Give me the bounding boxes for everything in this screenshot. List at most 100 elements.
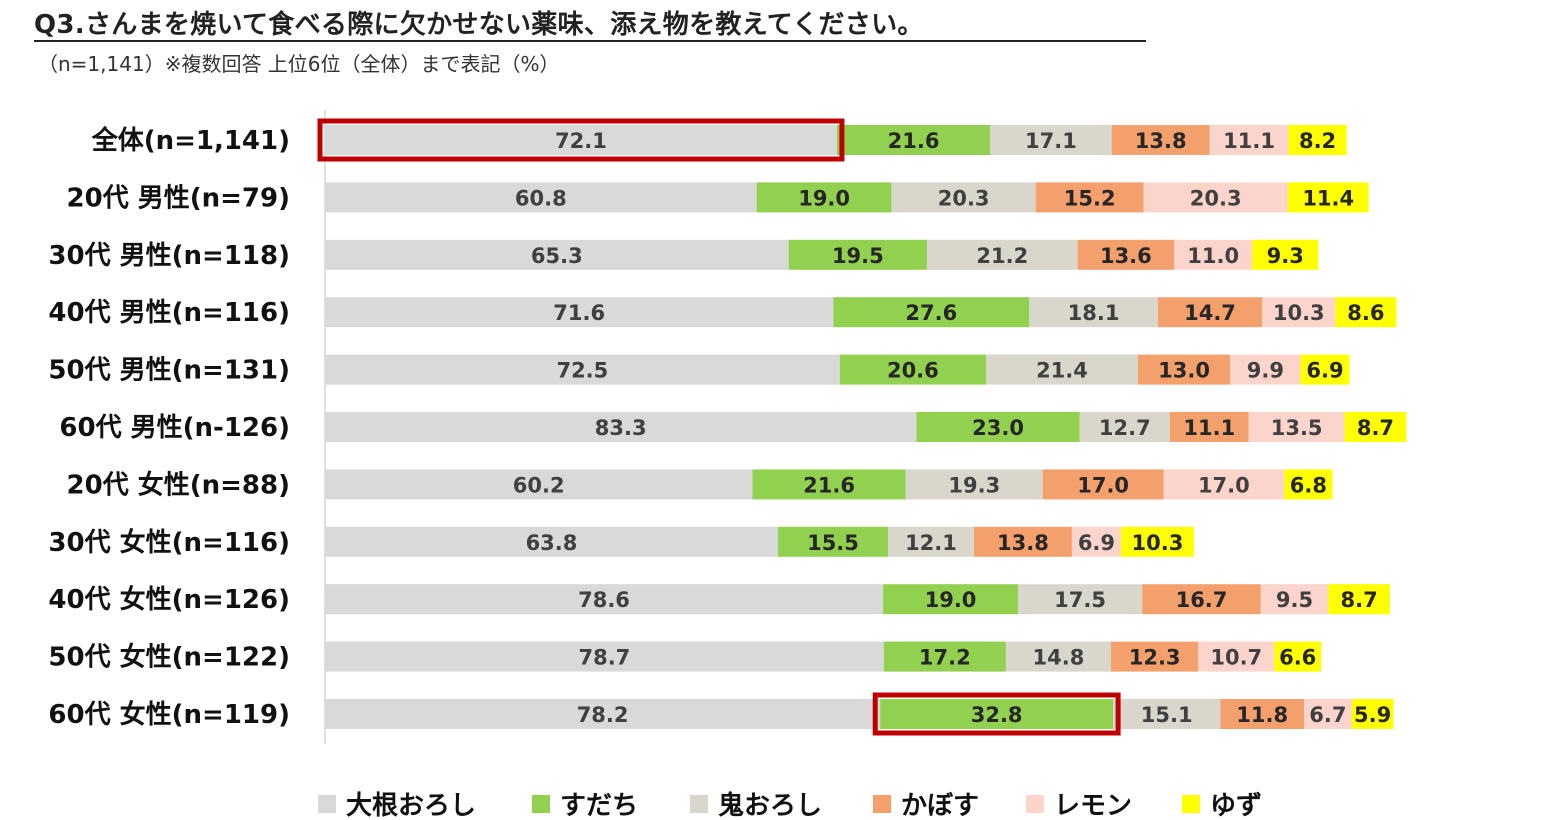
category-label: 30代 女性(n=116)	[48, 527, 290, 558]
bar-segment	[1198, 641, 1275, 672]
bar-segment	[973, 526, 1072, 557]
data-label: 20.3	[938, 186, 990, 210]
data-label: 6.9	[1306, 359, 1343, 383]
data-label: 15.1	[1141, 703, 1193, 727]
data-label: 17.5	[1054, 588, 1106, 612]
data-label: 6.9	[1078, 531, 1115, 555]
data-label: 12.3	[1129, 646, 1181, 670]
data-label: 5.9	[1354, 703, 1391, 727]
bar-segment	[888, 526, 974, 557]
bar-segment	[1079, 412, 1170, 442]
bar-segment	[325, 469, 753, 500]
bar-segment	[1274, 641, 1322, 672]
bar-segment	[1248, 412, 1345, 442]
data-label: 6.6	[1279, 646, 1316, 670]
data-label: 8.6	[1347, 301, 1384, 325]
bar-segment	[325, 239, 789, 270]
bar-segment	[1110, 641, 1199, 672]
bar-segment	[1077, 239, 1175, 270]
bar-segment	[1328, 584, 1390, 615]
bar-segment	[905, 469, 1043, 500]
category-label: 20代 女性(n=88)	[67, 469, 290, 500]
bar-segment	[1113, 699, 1221, 729]
bar-segment	[1137, 354, 1231, 385]
legend-label: ゆず	[1210, 791, 1262, 820]
data-label: 14.7	[1184, 301, 1236, 325]
category-label: 60代 男性(n-126)	[59, 413, 290, 443]
data-label: 21.4	[1036, 359, 1088, 383]
data-label: 17.1	[1025, 129, 1077, 153]
data-label: 63.8	[526, 531, 578, 555]
bar-segment	[880, 699, 1114, 729]
bar-segment	[325, 182, 757, 213]
legend-label: 大根おろし	[346, 791, 476, 820]
bar-segment	[1300, 354, 1350, 385]
legend-swatch	[873, 795, 891, 813]
data-label: 9.3	[1267, 244, 1304, 268]
data-label: 9.5	[1276, 588, 1313, 612]
data-label: 78.6	[578, 588, 630, 612]
bar-segment	[1260, 584, 1329, 615]
bar-segment	[325, 354, 840, 385]
data-label: 8.7	[1341, 588, 1378, 612]
bar-segment	[1042, 469, 1164, 500]
data-label: 15.5	[807, 531, 859, 555]
data-label: 6.7	[1309, 703, 1346, 727]
data-label: 20.6	[887, 359, 939, 383]
bar-segment	[1262, 297, 1336, 328]
category-label: 60代 女性(n=119)	[48, 699, 290, 730]
data-label: 23.0	[972, 416, 1024, 440]
bar-segment	[1304, 699, 1352, 729]
data-label: 11.1	[1223, 129, 1275, 153]
data-label: 16.7	[1176, 588, 1228, 612]
category-label: 50代 女性(n=122)	[48, 642, 290, 673]
data-label: 13.0	[1158, 359, 1210, 383]
data-label: 13.6	[1100, 244, 1152, 268]
bar-segment	[836, 125, 991, 155]
data-label: 17.2	[919, 646, 971, 670]
data-label: 78.2	[577, 703, 629, 727]
legend-swatch	[1182, 795, 1200, 813]
bar-segment	[1220, 699, 1305, 729]
data-label: 8.7	[1357, 416, 1394, 440]
data-label: 18.1	[1068, 301, 1120, 325]
data-label: 6.8	[1290, 473, 1327, 497]
bar-segment	[788, 239, 928, 270]
data-label: 83.3	[595, 416, 647, 440]
bar-segment	[891, 182, 1036, 213]
data-label: 72.1	[555, 129, 607, 153]
bar-segment	[916, 412, 1080, 442]
bar-segment	[1169, 412, 1249, 442]
highlight-box	[872, 692, 1121, 736]
data-label: 20.3	[1190, 186, 1242, 210]
legend-swatch	[532, 795, 550, 813]
bar-segment	[325, 584, 884, 615]
bar-segment	[1143, 182, 1288, 213]
bar-segment	[325, 641, 884, 672]
bar-segment	[986, 354, 1138, 385]
data-label: 10.3	[1273, 301, 1325, 325]
data-label: 32.8	[971, 703, 1023, 727]
data-label: 13.8	[997, 531, 1049, 555]
legend-label: 鬼おろし	[718, 790, 822, 820]
chart-title: Q3.さんまを焼いて食べる際に欠かせない薬味、添え物を教えてください。	[34, 10, 924, 40]
category-label: 20代 男性(n=79)	[67, 183, 290, 213]
bar-segment	[1017, 584, 1143, 615]
bar-segment	[883, 641, 1006, 672]
category-label: 全体(n=1,141)	[91, 125, 290, 156]
category-label: 30代 男性(n=118)	[48, 241, 290, 271]
bar-segment	[325, 125, 837, 155]
legend-swatch	[690, 795, 708, 813]
legend-label: レモン	[1054, 791, 1132, 820]
data-label: 19.5	[832, 244, 884, 268]
data-label: 15.2	[1064, 186, 1116, 210]
data-label: 19.0	[925, 588, 977, 612]
bar-segment	[1209, 125, 1289, 155]
bar-segment	[756, 182, 892, 213]
highlight-box	[317, 118, 845, 162]
data-label: 11.8	[1236, 703, 1288, 727]
data-label: 13.5	[1271, 416, 1323, 440]
category-label: 50代 男性(n=131)	[48, 356, 290, 386]
data-label: 19.3	[948, 473, 1000, 497]
bar-segment	[883, 584, 1018, 615]
